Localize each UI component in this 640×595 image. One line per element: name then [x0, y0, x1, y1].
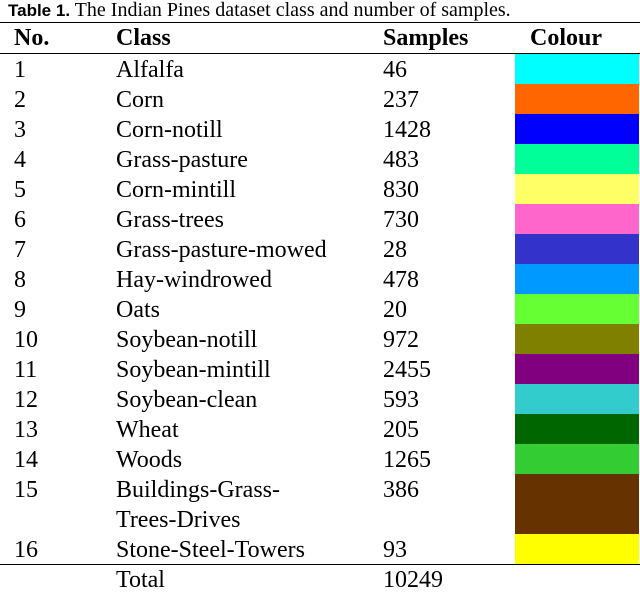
sample-count: 386 — [383, 477, 419, 503]
class-name: Grass-pasture — [116, 147, 248, 173]
class-name: Soybean-notill — [116, 327, 258, 353]
colour-swatch — [515, 54, 639, 84]
colour-swatch — [515, 414, 639, 444]
sample-count: 730 — [383, 207, 419, 233]
colour-swatch — [515, 234, 639, 264]
class-name: Hay-windrowed — [116, 267, 272, 293]
row-number: 14 — [14, 447, 38, 473]
sample-count: 20 — [383, 297, 407, 323]
sample-count: 2455 — [383, 357, 431, 383]
sample-count: 93 — [383, 537, 407, 563]
class-name: Alfalfa — [116, 57, 184, 83]
class-name: Woods — [116, 447, 183, 473]
sample-count: 1428 — [383, 117, 431, 143]
row-number: 3 — [14, 117, 26, 143]
colour-swatch — [515, 144, 639, 174]
class-name: Wheat — [116, 417, 179, 443]
sample-count: 972 — [383, 327, 419, 353]
class-name: Grass-trees — [116, 207, 224, 233]
sample-count: 237 — [383, 87, 419, 113]
colour-swatch — [515, 324, 639, 354]
row-number: 11 — [14, 357, 38, 383]
row-number: 13 — [14, 417, 38, 443]
colour-swatch — [515, 84, 639, 114]
class-name: Grass-pasture-mowed — [116, 237, 327, 263]
class-name: Soybean-mintill — [116, 357, 271, 383]
class-name: Corn-notill — [116, 117, 223, 143]
header-samples: Samples — [383, 25, 469, 51]
sample-count: 830 — [383, 177, 419, 203]
caption-label: Table 1. — [8, 1, 71, 20]
total-label: Total — [116, 567, 165, 593]
total-rule — [0, 564, 640, 565]
colour-swatch — [515, 444, 639, 474]
class-name: Soybean-clean — [116, 387, 258, 413]
colour-swatch — [515, 294, 639, 324]
sample-count: 483 — [383, 147, 419, 173]
total-samples: 10249 — [383, 567, 443, 593]
row-number: 9 — [14, 297, 26, 323]
sample-count: 593 — [383, 387, 419, 413]
header-rule — [0, 53, 640, 54]
class-name-cont: Trees-Drives — [116, 507, 241, 533]
row-number: 6 — [14, 207, 26, 233]
table-caption: Table 1. The Indian Pines dataset class … — [8, 0, 511, 22]
row-number: 5 — [14, 177, 26, 203]
header-class: Class — [116, 25, 171, 51]
row-number: 15 — [14, 477, 38, 503]
colour-swatch — [515, 114, 639, 144]
header-no: No. — [14, 25, 50, 51]
class-name: Corn-mintill — [116, 177, 236, 203]
row-number: 10 — [14, 327, 38, 353]
sample-count: 46 — [383, 57, 407, 83]
colour-swatch — [515, 474, 639, 534]
sample-count: 1265 — [383, 447, 431, 473]
sample-count: 478 — [383, 267, 419, 293]
row-number: 2 — [14, 87, 26, 113]
colour-swatch — [515, 264, 639, 294]
row-number: 4 — [14, 147, 26, 173]
colour-swatch — [515, 354, 639, 384]
sample-count: 28 — [383, 237, 407, 263]
header-colour: Colour — [530, 25, 602, 51]
row-number: 1 — [14, 57, 26, 83]
sample-count: 205 — [383, 417, 419, 443]
row-number: 7 — [14, 237, 26, 263]
class-name: Buildings-Grass- — [116, 477, 280, 503]
class-name: Corn — [116, 87, 164, 113]
colour-swatch — [515, 204, 639, 234]
class-name: Stone-Steel-Towers — [116, 537, 305, 563]
top-rule — [0, 22, 640, 23]
caption-text: The Indian Pines dataset class and numbe… — [70, 0, 511, 21]
colour-swatch — [515, 384, 639, 414]
row-number: 16 — [14, 537, 38, 563]
colour-swatch — [515, 174, 639, 204]
row-number: 8 — [14, 267, 26, 293]
row-number: 12 — [14, 387, 38, 413]
class-name: Oats — [116, 297, 160, 323]
colour-swatch — [515, 534, 639, 564]
